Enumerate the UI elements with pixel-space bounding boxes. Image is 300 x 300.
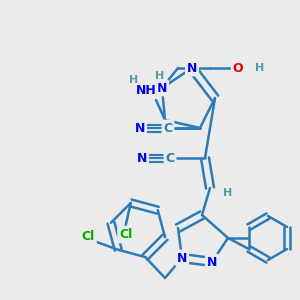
Text: N: N [135,122,145,134]
Text: C: C [164,122,172,134]
Text: H: H [155,71,165,81]
Text: N: N [177,251,187,265]
Text: H: H [224,188,232,198]
Text: N: N [187,61,197,74]
Text: H: H [129,75,139,85]
Text: Cl: Cl [119,229,132,242]
Text: O: O [233,61,243,74]
Text: H: H [255,63,265,73]
Text: N: N [157,82,167,94]
Text: C: C [165,152,175,164]
Text: Cl: Cl [82,230,95,243]
Text: N: N [137,152,147,164]
Text: NH: NH [136,83,156,97]
Text: N: N [207,256,217,268]
